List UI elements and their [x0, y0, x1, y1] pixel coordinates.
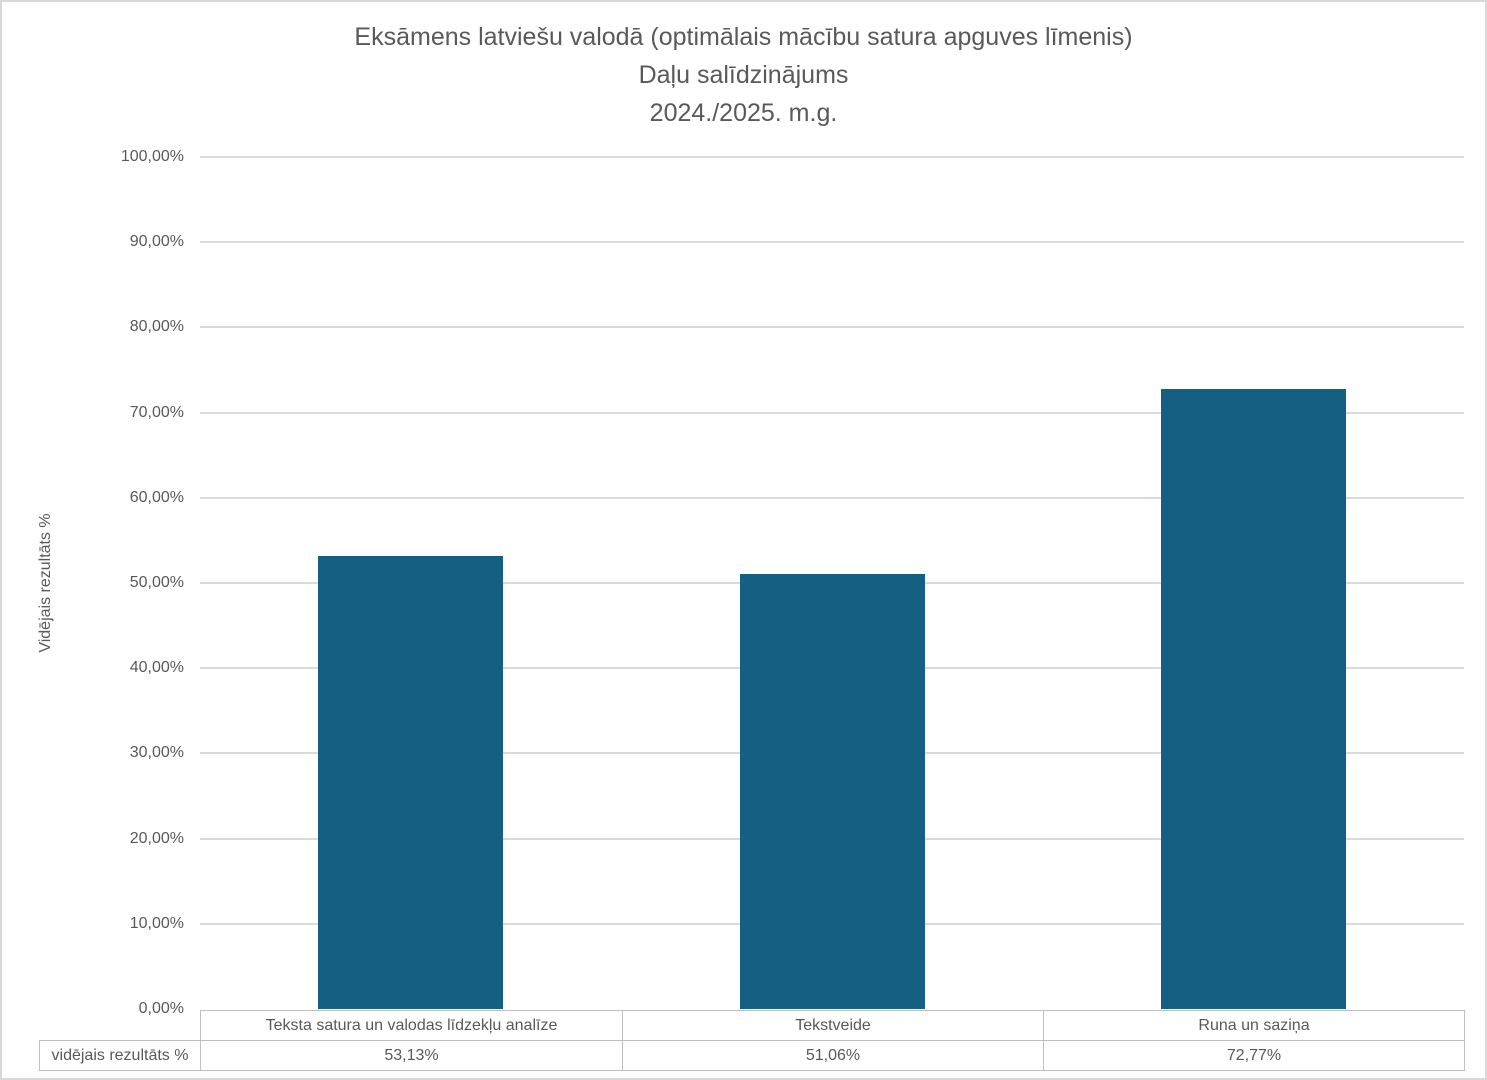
chart-title: Eksāmens latviešu valodā (optimālais māc…	[2, 18, 1485, 132]
category-label: Runa un saziņa	[1043, 1010, 1465, 1041]
value-cell: 53,13%	[200, 1040, 623, 1071]
data-table: Teksta satura un valodas līdzekļu analīz…	[39, 1010, 1465, 1071]
category-label: Tekstveide	[622, 1010, 1044, 1041]
bar	[1160, 388, 1346, 1009]
gridline	[200, 156, 1464, 158]
chart-title-line-3: 2024./2025. m.g.	[649, 99, 838, 127]
value-cell: 72,77%	[1043, 1040, 1465, 1071]
chart-title-line-1: Eksāmens latviešu valodā (optimālais māc…	[354, 23, 1133, 51]
series-row-label: vidējais rezultāts %	[39, 1040, 201, 1071]
y-axis-tick-label: 70,00%	[129, 403, 184, 421]
y-axis-tick-label: 50,00%	[129, 574, 184, 591]
y-axis-tick-label: 10,00%	[129, 914, 184, 932]
category-label: Teksta satura un valodas līdzekļu analīz…	[200, 1010, 623, 1041]
gridline	[200, 326, 1464, 329]
value-cell: 51,06%	[622, 1040, 1044, 1071]
y-axis-tick-label: 30,00%	[129, 744, 184, 762]
y-axis-tick-label: 100,00%	[120, 148, 184, 165]
data-table-category-row: Teksta satura un valodas līdzekļu analīz…	[40, 1010, 1465, 1041]
y-axis-tick-label: 0,00%	[138, 1000, 184, 1017]
gridline	[200, 411, 1464, 414]
gridline	[200, 496, 1464, 499]
y-axis-tick-label: 90,00%	[129, 233, 184, 251]
gridline	[200, 241, 1464, 244]
bar	[739, 573, 925, 1009]
y-axis-tick-label: 20,00%	[129, 829, 184, 847]
y-axis-tick-label: 60,00%	[129, 488, 184, 506]
data-table-value-row: vidējais rezultāts % 53,13% 51,06% 72,77…	[39, 1040, 1465, 1071]
bar	[318, 556, 504, 1009]
y-axis-tick-label: 40,00%	[129, 659, 184, 677]
chart-title-line-2: Daļu salīdzinājums	[638, 61, 849, 89]
y-axis-tick-label: 80,00%	[129, 318, 184, 336]
